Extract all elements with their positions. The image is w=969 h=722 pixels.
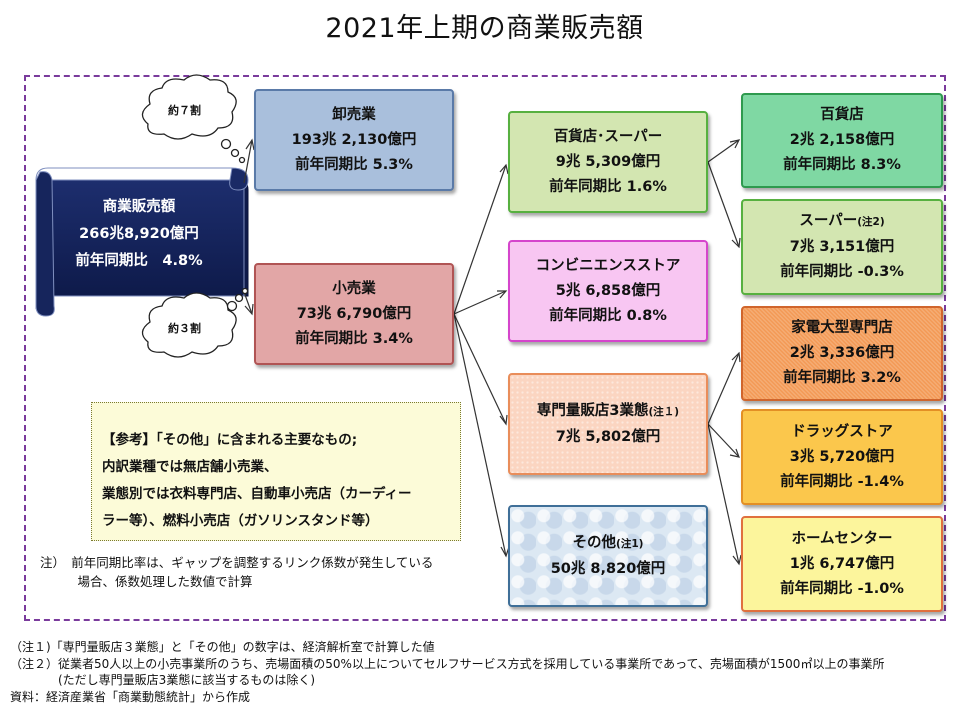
homecenter-label: ホームセンター — [791, 530, 893, 547]
dept-store-yoy: 前年同期比 8.3% — [783, 157, 901, 173]
right-connectors — [707, 139, 742, 566]
other-label: その他 — [572, 534, 617, 551]
appliance-yoy: 前年同期比 3.2% — [783, 370, 901, 386]
other-box: その他(注1) 50兆 8,820億円 — [508, 505, 708, 607]
retail-yoy: 前年同期比 3.4% — [295, 330, 413, 347]
wholesale-label: 卸売業 — [332, 106, 376, 123]
source-note: 資料：経済産業省「商業動態統計」から作成 — [10, 689, 251, 704]
convenience-yoy: 前年同期比 0.8% — [549, 307, 667, 324]
drugstore-label: ドラッグストア — [791, 423, 893, 440]
supermarket-label: スーパー — [799, 213, 858, 229]
homecenter-value: 1兆 6,747億円 — [789, 555, 895, 572]
total-label: 商業販売額 — [102, 199, 176, 215]
convenience-value: 5兆 6,858億円 — [555, 282, 661, 299]
total-value: 266兆8,920億円 — [79, 226, 199, 242]
specialty-note: (注１) — [648, 405, 680, 418]
reference-line-4: ラー等）、燃料小売店（ガソリンスタンド等） — [102, 513, 379, 529]
wholesale-box: 卸売業 193兆 2,130億円 前年同期比 5.3% — [254, 89, 454, 191]
dept-store-value: 2兆 2,158億円 — [789, 132, 895, 148]
footnotes: （注１)「専門量販店３業態」と「その他」の数字は、経済解析室で計算した値 （注２… — [10, 639, 884, 705]
appliance-value: 2兆 3,336億円 — [789, 345, 895, 361]
dept-store-box: 百貨店 2兆 2,158億円 前年同期比 8.3% — [741, 93, 943, 188]
total-sales-block: 商業販売額 266兆8,920億円 前年同期比 4.8% — [40, 194, 238, 275]
yoy-note-line-1: 注） 前年同期比率は、ギャップを調整するリンク係数が発生している — [40, 555, 434, 570]
wholesale-yoy: 前年同期比 5.3% — [295, 156, 413, 173]
retail-value: 73兆 6,790億円 — [296, 305, 412, 322]
reference-line-3: 業態別では衣料専門店、自動車小売店（カーディー — [102, 486, 412, 502]
yoy-note: 注） 前年同期比率は、ギャップを調整するリンク係数が発生している 場合、係数処理… — [40, 553, 433, 591]
specialty-label: 専門量販店3業態 — [536, 402, 649, 419]
total-banner — [35, 167, 249, 317]
diagram-frame — [24, 75, 946, 621]
reference-line-2: 内訳業種では無店舗小売業、 — [102, 459, 278, 475]
homecenter-box: ホームセンター 1兆 6,747億円 前年同期比 -1.0% — [741, 516, 943, 612]
page-title: 2021年上期の商業販売額 — [325, 13, 644, 44]
footnote-2: （注２）従業者50人以上の小売事業所のうち、売場面積の50%以上についてセルフサ… — [10, 656, 885, 671]
dept-super-value: 9兆 5,309億円 — [555, 153, 661, 170]
drugstore-value: 3兆 5,720億円 — [789, 448, 895, 465]
other-value: 50兆 8,820億円 — [550, 560, 666, 577]
wholesale-arrow — [243, 138, 255, 184]
convenience-label: コンビニエンスストア — [535, 257, 681, 274]
lower-cloud-label: 約３割 — [168, 322, 201, 335]
dept-super-box: 百貨店･スーパー 9兆 5,309億円 前年同期比 1.6% — [508, 111, 708, 213]
wholesale-value: 193兆 2,130億円 — [291, 131, 417, 148]
specialty-box: 専門量販店3業態(注１) 7兆 5,802億円 — [508, 373, 708, 475]
other-note: (注1) — [616, 537, 644, 550]
retail-arrow — [243, 291, 254, 316]
supermarket-yoy: 前年同期比 -0.3% — [780, 264, 904, 280]
appliance-box: 家電大型専門店 2兆 3,336億円 前年同期比 3.2% — [741, 306, 943, 401]
convenience-box: コンビニエンスストア 5兆 6,858億円 前年同期比 0.8% — [508, 240, 708, 342]
upper-cloud — [141, 74, 246, 164]
retail-box: 小売業 73兆 6,790億円 前年同期比 3.4% — [254, 263, 454, 365]
lower-cloud — [141, 287, 249, 358]
supermarket-box: スーパー(注2) 7兆 3,151億円 前年同期比 -0.3% — [741, 199, 943, 295]
retail-connectors — [453, 163, 510, 558]
supermarket-value: 7兆 3,151億円 — [789, 239, 895, 255]
reference-line-1: 【参考】「その他」に含まれる主要なもの; — [102, 432, 358, 448]
drugstore-box: ドラッグストア 3兆 5,720億円 前年同期比 -1.4% — [741, 409, 943, 505]
dept-store-label: 百貨店 — [820, 107, 864, 123]
specialty-value: 7兆 5,802億円 — [555, 428, 661, 445]
supermarket-note: (注2) — [857, 216, 885, 228]
homecenter-yoy: 前年同期比 -1.0% — [780, 580, 904, 597]
yoy-note-line-2: 場合、係数処理した数値で計算 — [40, 574, 253, 589]
dept-super-yoy: 前年同期比 1.6% — [549, 178, 667, 195]
appliance-label: 家電大型専門店 — [791, 320, 893, 336]
reference-note: 【参考】「その他」に含まれる主要なもの; 内訳業種では無店舗小売業、 業態別では… — [91, 402, 461, 541]
footnote-1: （注１)「専門量販店３業態」と「その他」の数字は、経済解析室で計算した値 — [10, 640, 435, 654]
drugstore-yoy: 前年同期比 -1.4% — [780, 473, 904, 490]
footnote-2-cont: (ただし専門量販店3業態に該当するものは除く) — [10, 673, 316, 687]
total-yoy: 前年同期比 4.8% — [75, 253, 203, 269]
upper-cloud-label: 約７割 — [168, 104, 201, 117]
retail-label: 小売業 — [332, 280, 376, 297]
dept-super-label: 百貨店･スーパー — [553, 128, 663, 145]
